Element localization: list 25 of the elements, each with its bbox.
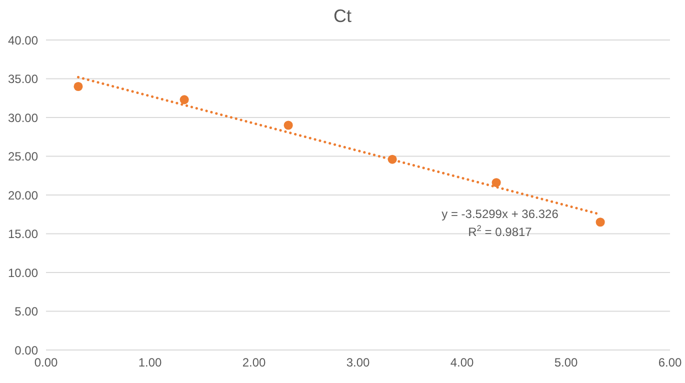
point xyxy=(74,82,83,92)
y-tick-label: 25.00 xyxy=(8,150,38,164)
y-tick-label: 0.00 xyxy=(14,343,38,358)
x-tick-label: 2.00 xyxy=(242,356,266,370)
y-tick-label: 20.00 xyxy=(8,188,38,202)
chart-title: Ct xyxy=(334,6,352,26)
point xyxy=(492,178,501,188)
point xyxy=(596,218,605,227)
y-tick-label: 5.00 xyxy=(14,304,38,319)
x-tick-label: 3.00 xyxy=(346,356,370,370)
y-tick-label: 35.00 xyxy=(8,72,38,86)
point xyxy=(180,95,189,104)
y-tick-label: 15.00 xyxy=(8,227,38,242)
x-tick-label: 0.00 xyxy=(34,356,58,370)
annotation: y = -3.5299x + 36.326 xyxy=(442,207,559,221)
x-tick-label: 6.00 xyxy=(658,356,682,370)
x-tick-label: 5.00 xyxy=(554,356,578,370)
point xyxy=(388,154,397,164)
point xyxy=(284,120,293,130)
y-tick-label: 30.00 xyxy=(8,110,38,125)
annotation: R$^{2}$ = 0.9817 xyxy=(468,223,532,239)
x-tick-label: 4.00 xyxy=(450,356,474,370)
x-tick-label: 1.00 xyxy=(138,356,162,370)
y-tick-label: 10.00 xyxy=(8,266,38,280)
y-tick-label: 40.00 xyxy=(8,33,38,48)
